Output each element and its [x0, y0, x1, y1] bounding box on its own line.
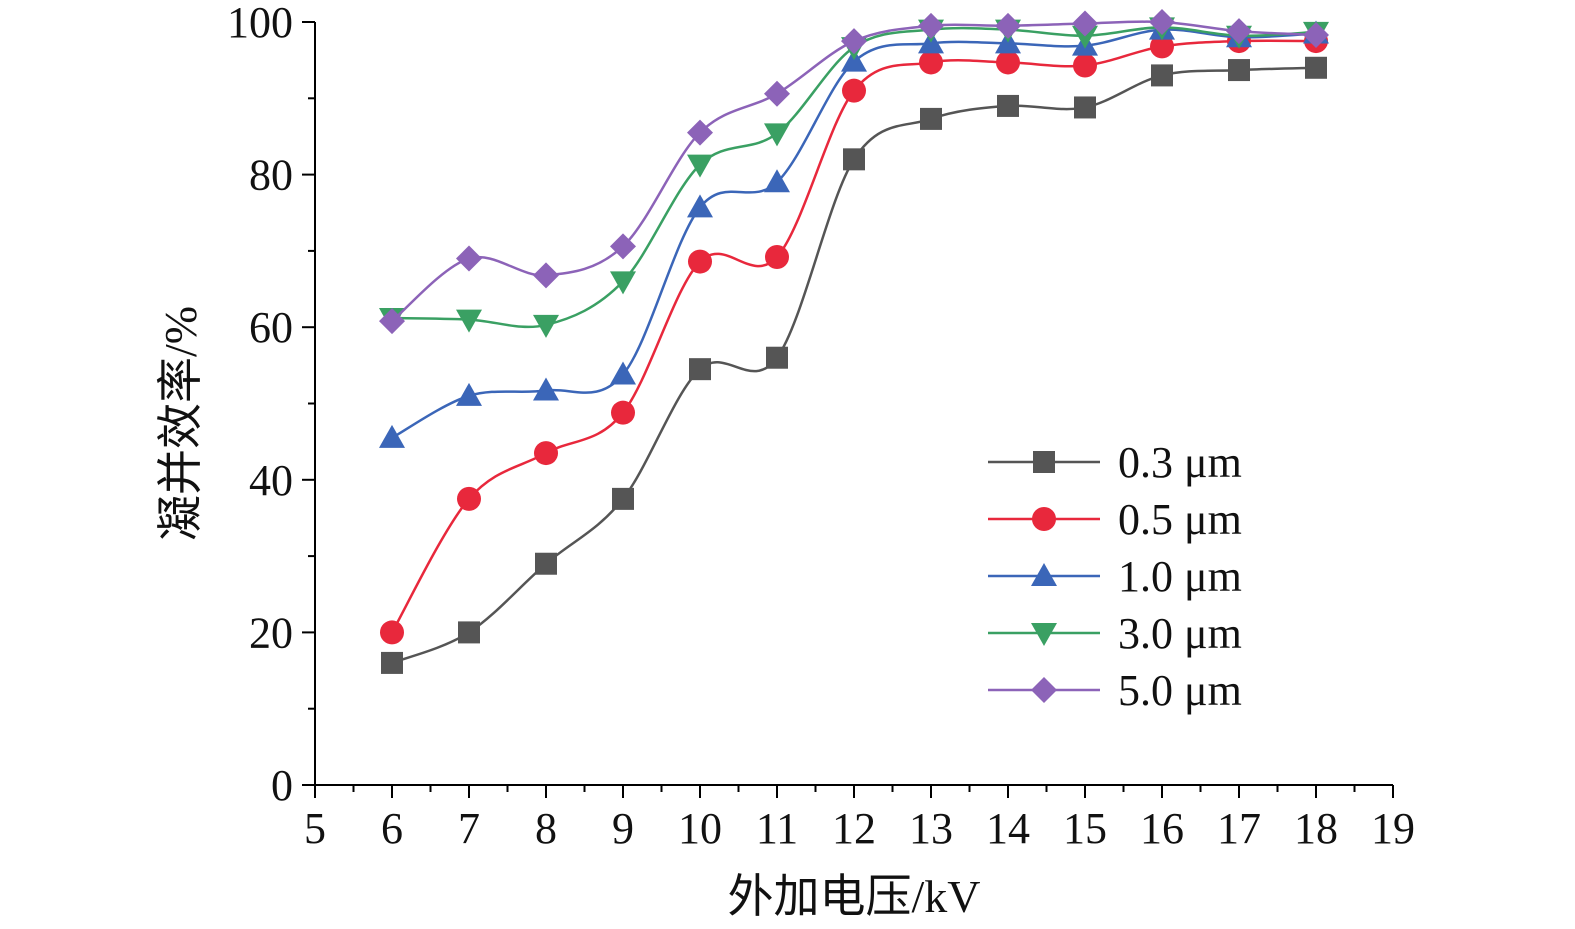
x-tick-label: 18: [1294, 804, 1338, 853]
x-tick-label: 7: [458, 804, 480, 853]
x-tick-label: 8: [535, 804, 557, 853]
x-tick-label: 16: [1140, 804, 1184, 853]
data-point: [995, 12, 1021, 39]
data-point: [379, 424, 405, 448]
data-point: [533, 377, 559, 401]
data-point: [534, 441, 558, 466]
x-axis-title: 外加电压/kV: [728, 871, 981, 922]
data-point: [610, 361, 636, 385]
legend-item: 0.3 μm: [988, 438, 1242, 487]
data-point: [1150, 34, 1174, 59]
series-4: [379, 9, 1329, 335]
data-point: [458, 621, 480, 644]
data-point: [1303, 21, 1329, 48]
data-point: [764, 123, 790, 147]
x-tick-label: 5: [304, 804, 326, 853]
data-point: [535, 552, 557, 575]
data-point: [457, 486, 481, 511]
data-point: [380, 620, 404, 645]
data-point: [1072, 10, 1098, 37]
data-point: [687, 194, 713, 218]
legend-marker: [1031, 623, 1057, 646]
x-tick-label: 17: [1217, 804, 1261, 853]
series-layer: [379, 9, 1329, 674]
data-point: [533, 314, 559, 338]
data-point: [456, 382, 482, 406]
data-point: [996, 50, 1020, 75]
data-point: [841, 28, 867, 55]
data-point: [687, 119, 713, 146]
x-tick-label: 6: [381, 804, 403, 853]
data-point: [381, 651, 403, 674]
data-point: [1228, 59, 1250, 82]
legend-item: 1.0 μm: [988, 552, 1242, 601]
legend-marker: [1033, 451, 1055, 473]
data-point: [689, 358, 711, 381]
data-point: [1305, 56, 1327, 79]
legend: 0.3 μm 0.5 μm 1.0 μm 3.0 μm 5.0 μm: [988, 438, 1242, 715]
legend-marker: [1031, 677, 1057, 703]
data-point: [843, 148, 865, 171]
legend-label: 0.5 μm: [1118, 495, 1242, 544]
data-point: [764, 169, 790, 193]
y-tick-label: 40: [249, 456, 293, 505]
data-point: [687, 154, 713, 178]
data-point: [610, 271, 636, 295]
legend-label: 0.3 μm: [1118, 438, 1242, 487]
legend-item: 3.0 μm: [988, 609, 1242, 658]
data-point: [379, 308, 405, 335]
data-point: [688, 249, 712, 274]
data-point: [1226, 18, 1252, 45]
data-point: [918, 12, 944, 39]
x-tick-label: 19: [1371, 804, 1415, 853]
data-point: [842, 78, 866, 103]
x-tick-label: 11: [756, 804, 798, 853]
data-point: [533, 262, 559, 289]
x-tick-label: 15: [1063, 804, 1107, 853]
data-point: [610, 233, 636, 260]
y-tick-label: 80: [249, 151, 293, 200]
legend-label: 1.0 μm: [1118, 552, 1242, 601]
data-point: [612, 487, 634, 510]
data-point: [1073, 53, 1097, 78]
y-tick-label: 20: [249, 608, 293, 657]
data-point: [1072, 25, 1098, 49]
data-point: [456, 245, 482, 272]
y-axis-title: 凝并效率/%: [155, 306, 206, 541]
legend-label: 3.0 μm: [1118, 609, 1242, 658]
data-point: [997, 94, 1019, 117]
data-point: [765, 245, 789, 270]
data-point: [611, 400, 635, 425]
legend-marker: [1032, 507, 1056, 531]
x-tick-label: 12: [832, 804, 876, 853]
data-point: [1151, 64, 1173, 87]
series-0: [381, 56, 1327, 674]
data-point: [1149, 9, 1175, 35]
x-tick-label: 13: [909, 804, 953, 853]
y-tick-label: 60: [249, 303, 293, 352]
legend-marker: [1031, 563, 1057, 586]
data-point: [919, 50, 943, 75]
legend-item: 5.0 μm: [988, 666, 1242, 715]
data-point: [764, 80, 790, 107]
x-tick-label: 10: [678, 804, 722, 853]
x-tick-label: 14: [986, 804, 1030, 853]
y-tick-label: 100: [227, 0, 293, 47]
legend-item: 0.5 μm: [988, 495, 1242, 544]
data-point: [1074, 96, 1096, 119]
axes: 5 6 7 8 9 10 11 12 13 14 15 16 17 18 19 0 20 40 60 80 100: [227, 0, 1415, 853]
y-tick-label: 0: [271, 761, 293, 810]
legend-label: 5.0 μm: [1118, 666, 1242, 715]
data-point: [456, 309, 482, 333]
data-point: [920, 107, 942, 130]
x-tick-label: 9: [612, 804, 634, 853]
data-point: [766, 346, 788, 369]
